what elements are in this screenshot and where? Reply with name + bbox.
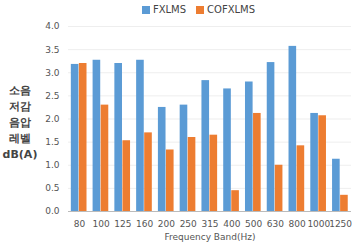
svg-text:315: 315 bbox=[201, 219, 218, 229]
svg-text:Frequency Band(Hz): Frequency Band(Hz) bbox=[165, 232, 256, 242]
svg-text:0.5: 0.5 bbox=[45, 183, 59, 193]
svg-text:2.5: 2.5 bbox=[45, 91, 59, 101]
svg-text:3.5: 3.5 bbox=[45, 45, 59, 55]
svg-text:400: 400 bbox=[223, 219, 240, 229]
svg-text:200: 200 bbox=[158, 219, 175, 229]
svg-text:2.0: 2.0 bbox=[45, 114, 60, 124]
svg-text:125: 125 bbox=[114, 219, 131, 229]
html-text:dB(A): dB(A) bbox=[2, 147, 38, 161]
svg-text:160: 160 bbox=[136, 219, 153, 229]
svg-text:80: 80 bbox=[74, 219, 86, 229]
svg-text:1000: 1000 bbox=[307, 219, 330, 229]
svg-text:500: 500 bbox=[245, 219, 262, 229]
svg-text:1.0: 1.0 bbox=[45, 160, 60, 170]
svg-text:4.0: 4.0 bbox=[45, 21, 60, 31]
html-text:저감: 저감 bbox=[9, 99, 31, 113]
svg-text:100: 100 bbox=[93, 219, 110, 229]
svg-text:0.0: 0.0 bbox=[45, 206, 60, 216]
svg-text:630: 630 bbox=[267, 219, 284, 229]
html-text:레벨: 레벨 bbox=[9, 131, 31, 145]
html-text:COFXLMS: COFXLMS bbox=[207, 3, 256, 15]
svg-text:800: 800 bbox=[288, 219, 305, 229]
svg-text:1.5: 1.5 bbox=[45, 137, 59, 147]
svg-text:1250: 1250 bbox=[329, 219, 352, 229]
html-text:음압: 음압 bbox=[9, 115, 31, 129]
svg-text:3.0: 3.0 bbox=[45, 68, 60, 78]
html-text:소음: 소음 bbox=[9, 83, 31, 97]
html-text:FXLMS: FXLMS bbox=[152, 3, 187, 15]
svg-text:250: 250 bbox=[180, 219, 197, 229]
